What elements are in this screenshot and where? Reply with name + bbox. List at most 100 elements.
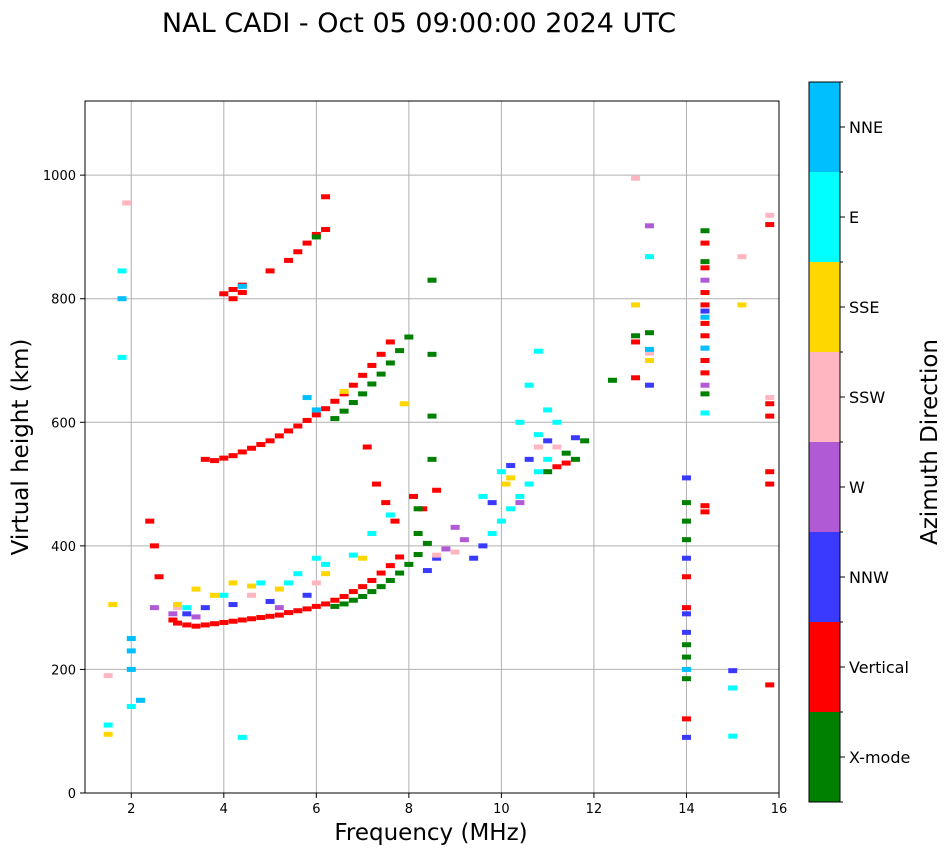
data-point [348,589,358,595]
x-axis-label: Frequency (MHz) [334,820,527,846]
colorbar-label: NNW [849,568,889,587]
data-point [371,481,381,487]
data-point [524,481,534,487]
data-point [228,453,238,459]
data-point [427,277,437,283]
data-point [219,619,229,625]
data-point [173,602,183,608]
data-point [561,450,571,456]
data-point [210,621,220,627]
data-point [413,552,423,558]
data-point [506,475,516,481]
data-point [700,382,710,388]
data-point [339,594,349,600]
data-point [330,597,340,603]
data-point [237,449,247,455]
data-point [427,413,437,419]
data-point [126,648,136,654]
data-point [552,444,562,450]
data-point [182,605,192,611]
data-point [404,334,414,340]
y-tick-label: 600 [51,416,76,431]
data-point [533,348,543,354]
x-tick-label: 2 [127,802,135,817]
data-point [321,406,331,412]
data-point [247,616,257,622]
data-point [422,568,432,574]
data-point [200,622,210,628]
x-tick-label: 10 [493,802,510,817]
grid-lines [85,101,780,794]
data-point [385,512,395,518]
data-point [552,464,562,470]
data-point [210,592,220,598]
data-point [413,506,423,512]
colorbar-swatch [809,352,840,442]
data-point [154,574,164,580]
data-point [321,561,331,567]
data-point [607,377,617,383]
data-point [765,481,775,487]
data-point [459,537,469,543]
data-point [700,259,710,265]
data-point [515,419,525,425]
data-point [348,597,358,603]
data-point [126,666,136,672]
data-point [103,722,113,728]
y-tick-label: 1000 [43,169,76,184]
data-point [524,456,534,462]
data-point [182,622,192,628]
data-point [302,592,312,598]
x-tick-label: 16 [771,802,788,817]
colorbar-swatch [809,532,840,622]
data-point [543,407,553,413]
series-sse [103,302,747,737]
data-point [644,350,654,356]
data-point [700,240,710,246]
data-point [681,676,691,682]
data-point [117,296,127,302]
data-point [145,518,155,524]
data-point [533,432,543,438]
data-point [450,549,460,555]
data-point [765,682,775,688]
data-point [293,608,303,614]
data-point [728,685,738,691]
data-point [247,592,257,598]
data-point [256,615,266,621]
data-point [237,290,247,296]
x-tick-label: 4 [220,802,228,817]
data-point [126,636,136,642]
data-point [274,605,284,611]
data-point [311,603,321,609]
series-e [103,254,738,740]
data-point [427,351,437,357]
data-point [506,506,516,512]
data-point [358,372,368,378]
data-point [103,673,113,679]
data-point [700,370,710,376]
data-point [136,697,146,703]
data-point [122,200,132,206]
series-nne [117,283,710,703]
data-point [284,428,294,434]
data-point [395,570,405,576]
data-point [390,518,400,524]
data-point [274,433,284,439]
data-point [700,320,710,326]
data-point [330,398,340,404]
data-point [681,500,691,506]
data-point [311,412,321,418]
data-point [339,388,349,394]
data-point [237,734,247,740]
data-point [200,605,210,611]
data-point [330,416,340,422]
data-point [274,586,284,592]
data-point [515,493,525,499]
data-point [376,351,386,357]
data-point [432,555,442,561]
data-point [681,642,691,648]
series-x-mode [311,228,710,682]
data-point [432,487,442,493]
data-point [524,382,534,388]
